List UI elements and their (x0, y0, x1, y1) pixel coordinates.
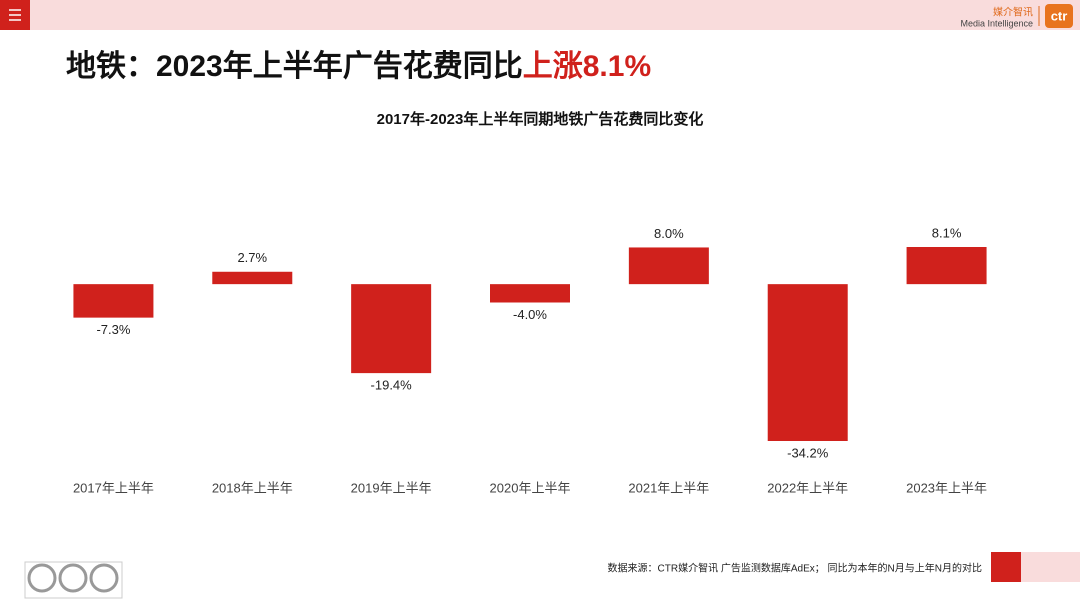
top-bar (0, 0, 1080, 30)
bar (490, 284, 570, 303)
x-tick-label: 2019年上半年 (351, 480, 432, 495)
logo-box (1045, 4, 1073, 28)
sgs-logos (24, 561, 123, 599)
x-tick-label: 2017年上半年 (73, 480, 154, 495)
value-label: -34.2% (787, 445, 829, 460)
bar (628, 247, 709, 285)
value-label: 8.1% (932, 225, 962, 240)
menu-icon (9, 9, 21, 21)
logo-en: Media Intelligence (960, 18, 1033, 28)
x-tick-label: 2018年上半年 (212, 480, 293, 495)
value-label: -19.4% (371, 378, 413, 393)
title-highlight: 上涨8.1% (523, 50, 651, 83)
title-prefix: 地铁：2023年上半年广告花费同比 (66, 50, 523, 83)
chart-title: 2017年-2023年上半年同期地铁广告花费同比变化 (377, 110, 704, 128)
logo-mark: ctr (1051, 8, 1068, 23)
bar (767, 284, 848, 441)
x-tick-label: 2022年上半年 (767, 480, 848, 495)
value-label: 2.7% (237, 250, 267, 265)
x-tick-label: 2023年上半年 (906, 480, 987, 495)
x-tick-label: 2020年上半年 (490, 480, 571, 495)
footer-bar (1020, 552, 1080, 582)
bar (212, 271, 293, 285)
bar (351, 284, 432, 374)
bar (906, 247, 987, 285)
value-label: -7.3% (96, 322, 130, 337)
value-label: -4.0% (513, 307, 547, 322)
value-label: 8.0% (654, 226, 684, 241)
slide-title: 地铁：2023年上半年广告花费同比上涨8.1% (66, 50, 651, 83)
bar (73, 284, 154, 318)
logo-cn: 媒介智讯 (993, 6, 1033, 19)
footer-square (991, 552, 1021, 582)
x-tick-label: 2021年上半年 (628, 480, 709, 495)
source-note: 数据来源：CTR媒介智讯 广告监测数据库AdEx； 同比为本年的N月与上年N月的… (608, 562, 982, 575)
